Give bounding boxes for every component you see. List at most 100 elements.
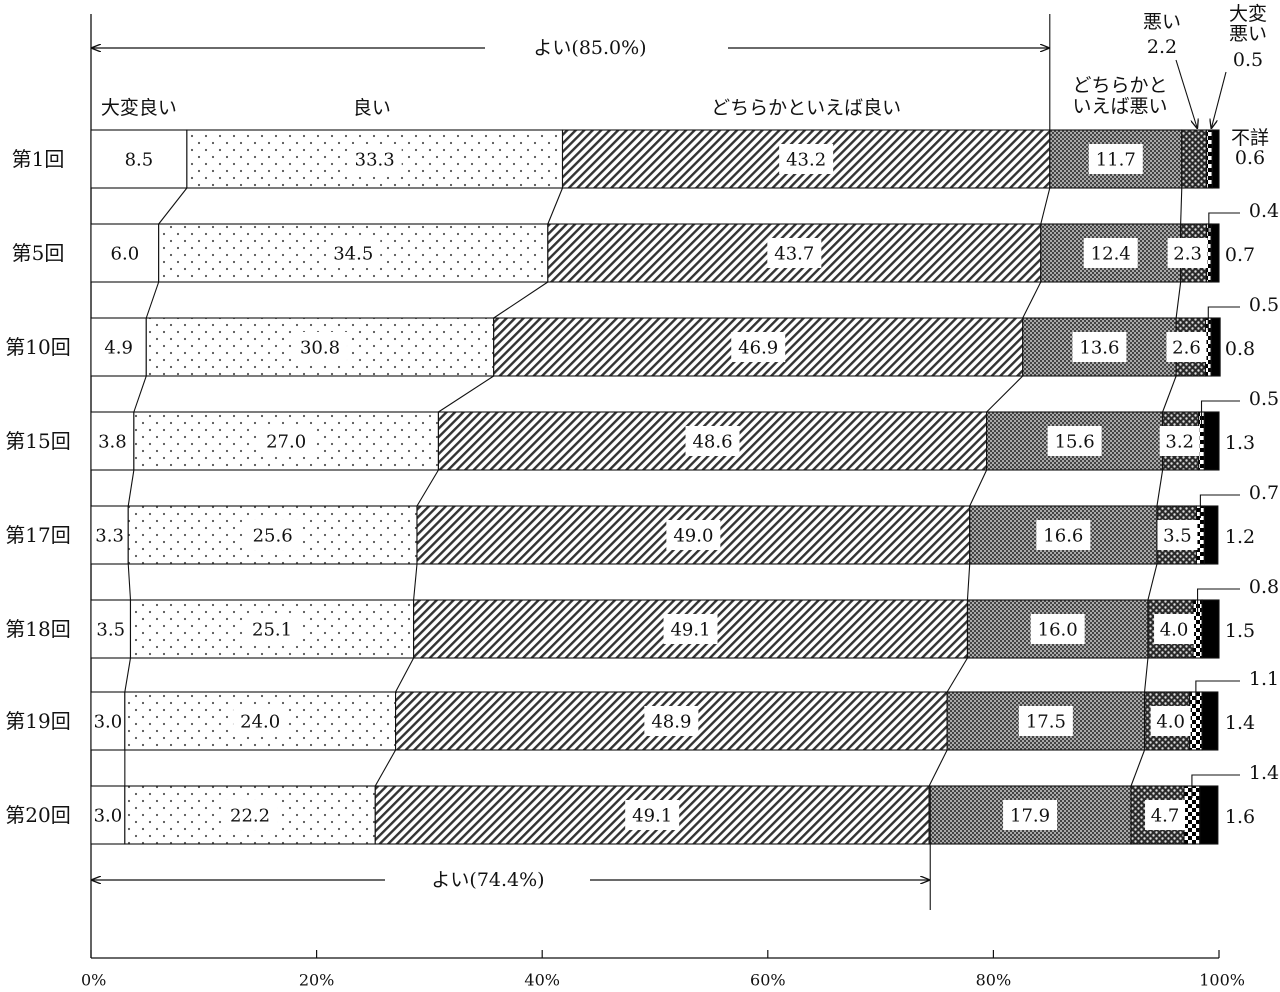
x-tick-label: 0% bbox=[81, 971, 106, 990]
data-label: 12.4 bbox=[1091, 244, 1131, 265]
bracket-label-bottom: よい(74.4%) bbox=[431, 869, 544, 891]
data-label: 49.0 bbox=[673, 526, 713, 547]
data-label-bg bbox=[1145, 800, 1186, 830]
data-label: 0.7 bbox=[1225, 244, 1255, 266]
bar-segment bbox=[1206, 129, 1213, 189]
leader-line bbox=[1207, 306, 1240, 330]
data-label: 1.3 bbox=[1225, 432, 1255, 454]
connector-line bbox=[928, 749, 948, 787]
data-label-bg bbox=[1030, 614, 1085, 644]
data-label: 33.3 bbox=[355, 150, 395, 171]
connector-line bbox=[1175, 281, 1182, 319]
bar-segment bbox=[1203, 411, 1220, 471]
connector-line bbox=[969, 469, 988, 507]
data-label: 34.5 bbox=[333, 244, 373, 265]
data-label: 11.7 bbox=[1096, 150, 1136, 171]
connector-line bbox=[438, 375, 494, 413]
data-label: 43.2 bbox=[786, 150, 826, 171]
data-label-bg bbox=[1047, 426, 1102, 456]
bar-segment bbox=[90, 411, 135, 471]
header-label-very-bad-line-1: 大変 bbox=[1229, 3, 1267, 25]
arrow-bad bbox=[1175, 59, 1197, 128]
bar-segment bbox=[1199, 785, 1219, 845]
data-label-bg bbox=[1166, 332, 1207, 362]
data-label-bg bbox=[1159, 426, 1200, 456]
bar-segment bbox=[90, 599, 132, 659]
data-label: 3.0 bbox=[94, 712, 123, 733]
data-label: 3.8 bbox=[98, 432, 127, 453]
data-label: 17.9 bbox=[1010, 806, 1050, 827]
data-label-bg bbox=[1154, 614, 1195, 644]
connector-line bbox=[986, 375, 1024, 413]
leader-line bbox=[1199, 494, 1240, 518]
data-label-bg bbox=[1157, 520, 1198, 550]
data-label: 16.6 bbox=[1043, 526, 1083, 547]
arrow-very-bad bbox=[1211, 71, 1227, 128]
data-label: 0.5 bbox=[1233, 49, 1263, 71]
data-label-bg bbox=[666, 520, 721, 550]
data-label: 43.7 bbox=[774, 244, 814, 265]
data-label-bg bbox=[1003, 800, 1058, 830]
data-label-bg bbox=[1083, 238, 1138, 268]
bar-segment bbox=[1211, 129, 1220, 189]
bar-segment bbox=[1203, 505, 1219, 565]
category-label: 第1回 bbox=[12, 147, 65, 171]
data-label: 30.8 bbox=[300, 338, 340, 359]
connector-line bbox=[127, 563, 132, 601]
data-label: 3.5 bbox=[1163, 526, 1192, 547]
data-label: 4.9 bbox=[104, 338, 133, 359]
data-label: 3.2 bbox=[1165, 432, 1194, 453]
header-label-unknown: 不詳 bbox=[1231, 127, 1269, 149]
data-label: 27.0 bbox=[266, 432, 306, 453]
data-label: 1.4 bbox=[1225, 712, 1255, 734]
data-label: 4.0 bbox=[1160, 620, 1189, 641]
connector-line bbox=[158, 187, 188, 225]
data-label: 6.0 bbox=[111, 244, 140, 265]
data-label: 3.3 bbox=[95, 526, 124, 547]
data-label: 25.1 bbox=[252, 620, 292, 641]
leader-line bbox=[1197, 588, 1240, 612]
bars-layer: 第1回 8.5 33.3 43.2 11.7 0.6 第5回 6.0 34.5 43.7 12.4 2… bbox=[5, 129, 1279, 845]
data-label-bg bbox=[1167, 238, 1208, 268]
x-tick-label: 100% bbox=[1199, 971, 1245, 990]
connector-line bbox=[1130, 749, 1146, 787]
bar-segment bbox=[1181, 129, 1208, 189]
category-label: 第18回 bbox=[5, 617, 70, 641]
connector-line bbox=[1162, 375, 1177, 413]
header-label-somewhat-bad-line-1: どちらかと bbox=[1072, 75, 1167, 97]
data-label: 0.6 bbox=[1235, 147, 1265, 169]
data-label: 2.3 bbox=[1173, 244, 1202, 265]
data-label: 0.4 bbox=[1249, 200, 1279, 222]
category-label: 第15回 bbox=[5, 429, 70, 453]
header-label-somewhat-good: どちらかといえば良い bbox=[711, 97, 901, 119]
data-label: 4.0 bbox=[1156, 712, 1185, 733]
data-label: 1.2 bbox=[1225, 526, 1255, 548]
bar-segment bbox=[90, 129, 188, 189]
data-label-bg bbox=[767, 238, 822, 268]
connector-line bbox=[1180, 187, 1183, 225]
annotation-layer: 大変良い 良い どちらかといえば良いどちらかといえば悪い悪い2.2大変悪い0.5不詳… bbox=[92, 3, 1269, 910]
data-label-bg bbox=[1072, 332, 1127, 362]
header-label-very-good: 大変良い bbox=[101, 97, 177, 119]
data-label-bg bbox=[731, 332, 786, 362]
data-label: 15.6 bbox=[1055, 432, 1095, 453]
x-tick-label: 40% bbox=[524, 971, 560, 990]
connector-line bbox=[1147, 563, 1158, 601]
x-tick-label: 80% bbox=[976, 971, 1012, 990]
data-label: 3.5 bbox=[96, 620, 125, 641]
connector-line bbox=[145, 281, 160, 319]
data-label: 48.9 bbox=[651, 712, 691, 733]
data-label: 0.5 bbox=[1249, 388, 1279, 410]
category-label: 第5回 bbox=[12, 241, 65, 265]
data-label-bg bbox=[1150, 706, 1191, 736]
data-label: 24.0 bbox=[240, 712, 280, 733]
header-label-very-bad-line-2: 悪い bbox=[1229, 23, 1267, 45]
data-label-bg bbox=[233, 706, 288, 736]
data-label-bg bbox=[223, 800, 278, 830]
connector-line bbox=[127, 469, 135, 507]
data-label: 1.6 bbox=[1225, 806, 1255, 828]
data-label: 3.0 bbox=[94, 806, 123, 827]
bracket-label-top: よい(85.0%) bbox=[533, 37, 646, 59]
data-label-bg bbox=[1036, 520, 1091, 550]
